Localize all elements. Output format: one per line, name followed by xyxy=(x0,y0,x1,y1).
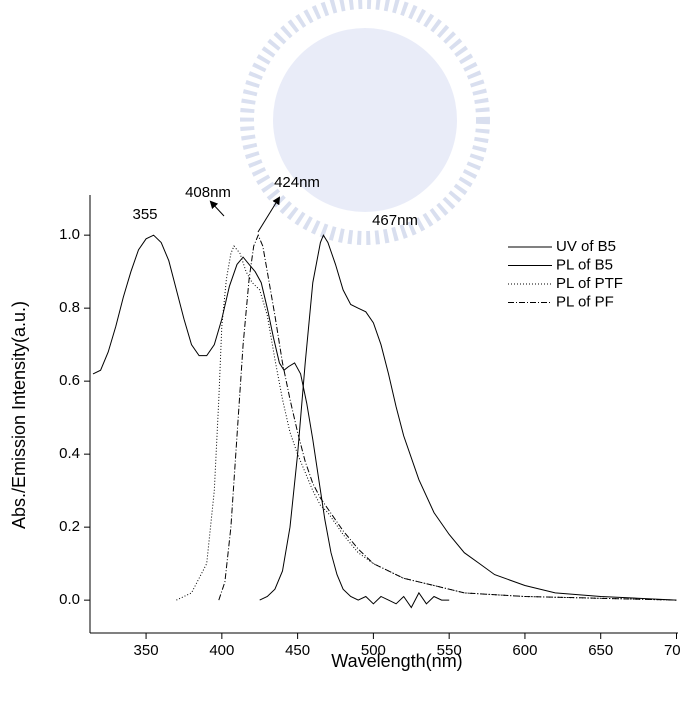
legend-label: PL of PTF xyxy=(556,275,623,292)
data-line xyxy=(92,234,450,609)
y-tick-label: 0.6 xyxy=(59,372,80,389)
annotation-arrow xyxy=(209,200,225,217)
annotation-arrow xyxy=(257,196,281,233)
x-tick-label: 500 xyxy=(361,642,386,659)
x-tick-label: 650 xyxy=(588,642,613,659)
annotation: 355 xyxy=(132,206,157,223)
data-line xyxy=(218,233,677,601)
legend-label: PL of B5 xyxy=(556,256,613,273)
y-axis-label: Abs./Emission Intensity(a.u.) xyxy=(9,301,29,529)
watermark xyxy=(240,0,490,245)
x-tick-label: 450 xyxy=(285,642,310,659)
x-tick-label: 550 xyxy=(437,642,462,659)
data-line xyxy=(259,234,677,601)
x-tick-label: 600 xyxy=(512,642,537,659)
y-tick-label: 0.8 xyxy=(59,299,80,316)
y-tick-label: 1.0 xyxy=(59,226,80,243)
annotation: 467nm xyxy=(372,212,418,229)
annotation: 424nm xyxy=(274,174,320,191)
x-tick-label: 700 xyxy=(664,642,680,659)
y-tick-label: 0.0 xyxy=(59,591,80,608)
legend-label: PL of PF xyxy=(556,293,614,310)
y-tick-label: 0.4 xyxy=(59,445,80,462)
annotation: 408nm xyxy=(185,184,231,201)
y-tick-label: 0.2 xyxy=(59,518,80,535)
x-axis-label: Wavelength(nm) xyxy=(331,651,462,671)
legend-label: UV of B5 xyxy=(556,238,616,255)
x-tick-label: 350 xyxy=(134,642,159,659)
x-tick-label: 400 xyxy=(209,642,234,659)
